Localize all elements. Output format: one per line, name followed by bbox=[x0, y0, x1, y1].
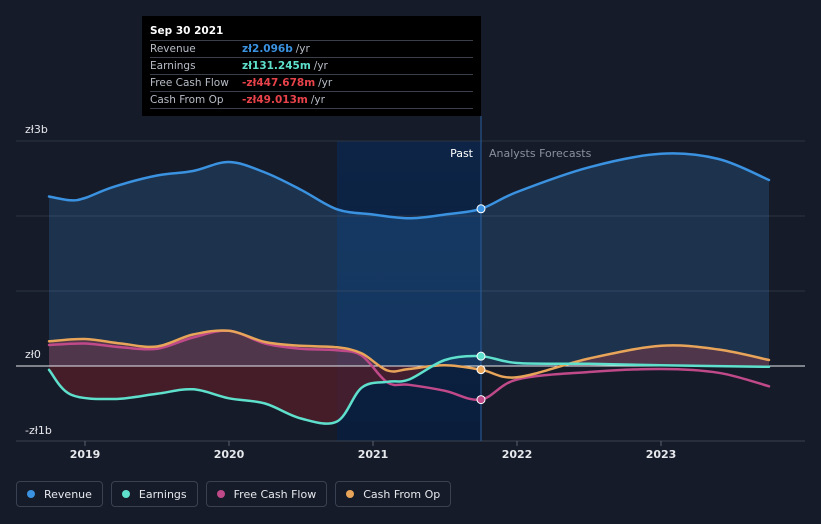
tooltip-value: -zł447.678m bbox=[242, 77, 316, 89]
chart-legend: Revenue Earnings Free Cash Flow Cash Fro… bbox=[16, 481, 452, 507]
tooltip-unit: /yr bbox=[313, 60, 328, 72]
tooltip-unit: /yr bbox=[318, 77, 333, 89]
legend-dot-icon bbox=[27, 490, 35, 498]
tooltip-unit: /yr bbox=[310, 94, 325, 106]
legend-label: Free Cash Flow bbox=[233, 487, 317, 501]
y-tick-label: zł3b bbox=[25, 123, 48, 136]
cash-from-op-point bbox=[476, 365, 486, 375]
legend-dot-icon bbox=[121, 490, 130, 498]
forecast-label: Analysts Forecasts bbox=[489, 147, 592, 160]
tooltip-value: zł131.245m bbox=[242, 60, 311, 72]
legend-label: Earnings bbox=[138, 487, 187, 501]
y-tick-label: -zł1b bbox=[25, 424, 52, 437]
tooltip-label: Revenue bbox=[150, 43, 196, 55]
tooltip-row-free-cash-flow: Free Cash Flow -zł447.678m /yr bbox=[150, 75, 473, 92]
data-tooltip: Sep 30 2021 Revenue zł2.096b /yr Earning… bbox=[142, 16, 481, 116]
legend-item-cash-from-op[interactable]: Cash From Op bbox=[335, 481, 452, 507]
tooltip-label: Cash From Op bbox=[150, 94, 224, 106]
legend-item-earnings[interactable]: Earnings bbox=[110, 481, 198, 507]
x-tick-label: 2021 bbox=[358, 448, 389, 461]
free-cash-flow-point bbox=[476, 395, 486, 405]
tooltip-label: Earnings bbox=[150, 60, 196, 72]
x-tick-label: 2022 bbox=[502, 448, 533, 461]
tooltip-value: zł2.096b bbox=[242, 43, 293, 55]
tooltip-row-cash-from-op: Cash From Op -zł49.013m /yr bbox=[150, 92, 473, 109]
legend-item-free-cash-flow[interactable]: Free Cash Flow bbox=[205, 481, 328, 507]
past-label: Past bbox=[450, 147, 474, 160]
cash-from-op-area bbox=[49, 330, 769, 366]
tooltip-date: Sep 30 2021 bbox=[150, 22, 473, 41]
x-tick-label: 2019 bbox=[70, 448, 101, 461]
legend-label: Cash From Op bbox=[363, 487, 441, 501]
y-tick-label: zł0 bbox=[25, 348, 41, 361]
legend-label: Revenue bbox=[44, 487, 92, 501]
tooltip-label: Free Cash Flow bbox=[150, 77, 229, 89]
legend-dot-icon bbox=[346, 490, 355, 498]
legend-item-revenue[interactable]: Revenue bbox=[16, 481, 103, 507]
revenue-area bbox=[49, 153, 769, 366]
revenue-line bbox=[47, 152, 771, 220]
x-tick-label: 2023 bbox=[646, 448, 677, 461]
earnings-line bbox=[47, 354, 771, 425]
revenue-point bbox=[476, 204, 486, 214]
x-tick-label: 2020 bbox=[214, 448, 245, 461]
legend-dot-icon bbox=[216, 490, 225, 498]
tooltip-unit: /yr bbox=[295, 43, 310, 55]
cash-from-op-line bbox=[47, 329, 771, 379]
free-cash-flow-line bbox=[47, 329, 771, 402]
tooltip-row-earnings: Earnings zł131.245m /yr bbox=[150, 58, 473, 75]
earnings-point bbox=[476, 351, 486, 361]
tooltip-value: -zł49.013m bbox=[242, 94, 308, 106]
tooltip-row-revenue: Revenue zł2.096b /yr bbox=[150, 41, 473, 58]
earnings-area bbox=[49, 366, 769, 424]
